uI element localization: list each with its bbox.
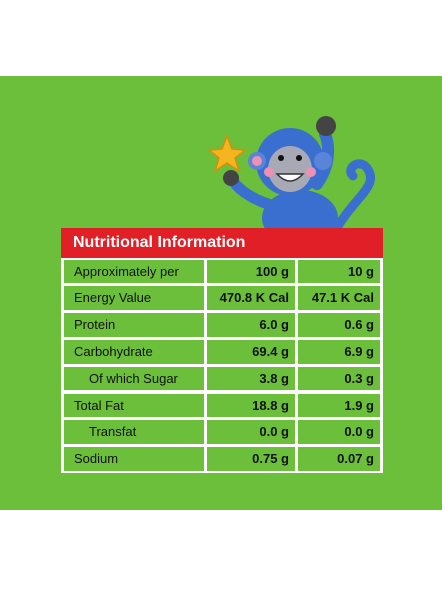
table-row: Of which Sugar 3.8 g 0.3 g xyxy=(61,365,383,392)
table-row: Energy Value 470.8 K Cal 47.1 K Cal xyxy=(61,285,383,312)
table-row: Protein 6.0 g 0.6 g xyxy=(61,312,383,339)
monkey-mascot-icon xyxy=(207,116,375,236)
value-per-100g: 100 g xyxy=(207,259,295,284)
value-per-100g: 6.0 g xyxy=(207,313,295,337)
value-per-100g: 18.8 g xyxy=(207,393,295,418)
nutrient-label: Total Fat xyxy=(64,393,204,418)
value-per-10g: 0.6 g xyxy=(298,313,380,337)
nutrition-table: Nutritional Information Approximately pe… xyxy=(61,228,383,473)
value-per-100g: 470.8 K Cal xyxy=(207,286,295,311)
nutrient-label: Approximately per xyxy=(64,259,204,284)
nutrition-rows: Approximately per 100 g 10 g Energy Value 47… xyxy=(61,258,383,473)
nutrient-label: Protein xyxy=(64,313,204,337)
value-per-100g: 3.8 g xyxy=(207,366,295,391)
star-snack-icon xyxy=(207,133,247,173)
nutrient-label: Carbohydrate xyxy=(64,339,204,364)
value-per-10g: 1.9 g xyxy=(298,393,380,418)
table-row: Approximately per 100 g 10 g xyxy=(61,258,383,285)
value-per-100g: 0.0 g xyxy=(207,420,295,445)
value-per-100g: 0.75 g xyxy=(207,447,295,471)
value-per-10g: 6.9 g xyxy=(298,339,380,364)
table-row: Sodium 0.75 g 0.07 g xyxy=(61,446,383,473)
table-row: Total Fat 18.8 g 1.9 g xyxy=(61,392,383,419)
value-per-100g: 69.4 g xyxy=(207,339,295,364)
table-row: Carbohydrate 69.4 g 6.9 g xyxy=(61,338,383,365)
value-per-10g: 10 g xyxy=(298,259,380,284)
table-row: Transfat 0.0 g 0.0 g xyxy=(61,419,383,446)
nutrient-label: Transfat xyxy=(64,420,204,445)
nutrient-label: Of which Sugar xyxy=(64,366,204,391)
nutrient-label: Energy Value xyxy=(64,286,204,311)
value-per-10g: 0.07 g xyxy=(298,447,380,471)
value-per-10g: 0.3 g xyxy=(298,366,380,391)
table-title: Nutritional Information xyxy=(61,228,383,258)
value-per-10g: 47.1 K Cal xyxy=(298,286,380,311)
value-per-10g: 0.0 g xyxy=(298,420,380,445)
nutrient-label: Sodium xyxy=(64,447,204,471)
